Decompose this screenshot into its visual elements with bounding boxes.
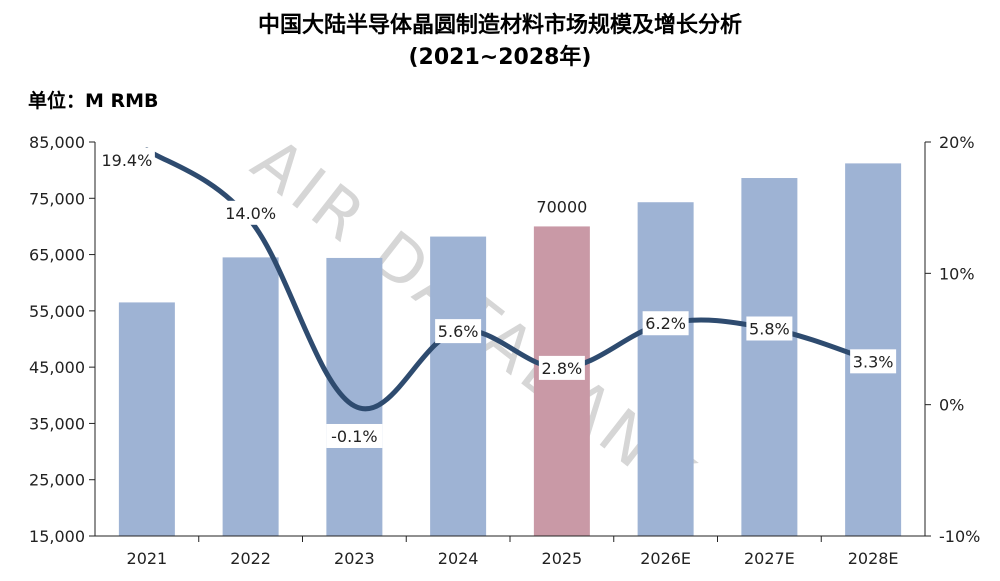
bars [118, 163, 902, 537]
x-tick-label: 2027E [744, 549, 795, 568]
bar-2026E [637, 202, 694, 536]
left-tick-label: 55,000 [29, 302, 85, 321]
growth-label-bg [435, 319, 482, 344]
growth-label-2027E: 5.8% [749, 319, 790, 338]
axes: 15,000 25,000 35,000 45,000 55,000 65,000 75,0… [29, 133, 980, 568]
growth-label-2026E: 6.2% [645, 314, 686, 333]
right-tick-label: 0% [939, 396, 964, 415]
left-tick-label: 65,000 [29, 246, 85, 265]
bar-value-label-2025: 70000 [536, 197, 587, 216]
x-tick-label: 2023 [334, 549, 375, 568]
bar-2022 [222, 257, 279, 536]
left-tick-label: 45,000 [29, 358, 85, 377]
left-tick-label: 85,000 [29, 133, 85, 152]
right-tick-label: 20% [939, 133, 975, 152]
growth-label-2021: 19.4% [101, 151, 152, 170]
bar-2024 [430, 236, 487, 536]
growth-label-bg [850, 349, 897, 374]
growth-label-bg [642, 311, 689, 336]
left-tick-label: 75,000 [29, 189, 85, 208]
bar-2027E [741, 178, 798, 536]
data-labels: 19.4% 14.0% -0.1% 5.6% 2.8% 6.2% 5.8% 3.3% 70000 [98, 147, 897, 448]
growth-label-2025: 2.8% [542, 359, 583, 378]
growth-label-bg [222, 200, 279, 225]
growth-label-bg [98, 147, 155, 172]
bar-2025 [533, 226, 590, 536]
unit-label: 单位：M RMB [28, 90, 159, 112]
x-tick-label: 2025 [542, 549, 583, 568]
growth-label-2024: 5.6% [438, 322, 479, 341]
growth-label-bg [746, 316, 793, 341]
growth-label-bg [538, 355, 585, 380]
growth-label-bg [326, 423, 383, 448]
growth-label-2023: -0.1% [331, 427, 377, 446]
x-tick-label: 2021 [127, 549, 168, 568]
growth-label-2022: 14.0% [225, 204, 276, 223]
chart-title: 中国大陆半导体晶圆制造材料市场规模及增长分析 [257, 13, 742, 38]
bar-2023 [326, 257, 383, 536]
x-tick-label: 2022 [230, 549, 271, 568]
chart-subtitle: (2021~2028年) [408, 45, 592, 70]
x-tick-label: 2028E [848, 549, 899, 568]
right-tick-label: 10% [939, 264, 975, 283]
growth-label-2028E: 3.3% [853, 352, 894, 371]
bar-2021 [118, 302, 175, 536]
right-tick-label: -10% [939, 527, 980, 546]
left-tick-label: 15,000 [29, 527, 85, 546]
x-tick-label: 2024 [438, 549, 479, 568]
left-tick-label: 35,000 [29, 414, 85, 433]
x-tick-label: 2026E [640, 549, 691, 568]
left-tick-label: 25,000 [29, 471, 85, 490]
